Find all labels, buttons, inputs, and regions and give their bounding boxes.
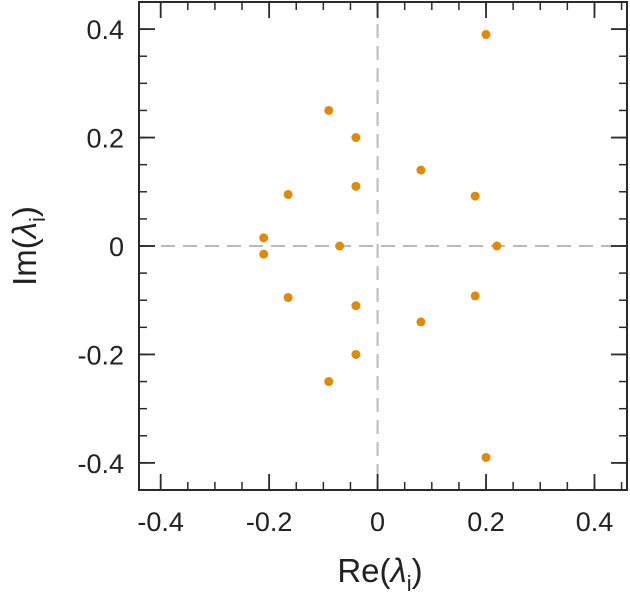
data-points xyxy=(259,30,502,462)
y-tick-label: -0.2 xyxy=(77,340,124,370)
data-point xyxy=(351,133,361,143)
data-point xyxy=(481,452,491,462)
data-point xyxy=(324,105,334,115)
data-point xyxy=(324,377,334,387)
x-axis-label-close: ) xyxy=(412,552,423,589)
data-point xyxy=(351,181,361,191)
data-point xyxy=(283,293,293,303)
data-point xyxy=(470,191,480,201)
y-tick-label: 0 xyxy=(109,232,124,262)
x-axis-label-subscript: i xyxy=(407,571,412,596)
major-ticks xyxy=(139,2,627,490)
x-tick-label: -0.4 xyxy=(137,507,184,537)
data-point xyxy=(259,233,269,243)
y-tick-label: 0.4 xyxy=(86,15,124,45)
y-tick-labels: -0.4 -0.2 0 0.2 0.4 xyxy=(77,15,124,479)
x-tick-labels: -0.4 -0.2 0 0.2 0.4 xyxy=(137,507,613,537)
data-point xyxy=(481,30,491,40)
reference-lines xyxy=(139,2,627,490)
x-axis-label-symbol: λ xyxy=(389,552,407,589)
x-tick-label: -0.2 xyxy=(246,507,293,537)
data-point xyxy=(492,241,502,251)
data-point xyxy=(351,301,361,311)
data-point xyxy=(283,189,293,199)
data-point xyxy=(470,291,480,301)
x-axis-label-main: Re( xyxy=(337,552,390,589)
y-tick-label: -0.4 xyxy=(77,449,124,479)
y-axis-label: Im(λi) xyxy=(6,206,50,286)
data-point xyxy=(259,249,269,259)
x-tick-label: 0.4 xyxy=(576,507,614,537)
x-tick-label: 0.2 xyxy=(467,507,505,537)
data-point xyxy=(416,165,426,175)
x-axis-label: Re(λi) xyxy=(337,552,422,596)
y-axis-label-close: ) xyxy=(6,206,43,217)
y-tick-label: 0.2 xyxy=(86,124,124,154)
data-point xyxy=(416,317,426,327)
data-point xyxy=(335,241,345,251)
plot-frame xyxy=(138,1,628,491)
y-axis-label-symbol: λ xyxy=(6,222,43,240)
data-point xyxy=(351,349,361,359)
y-axis-label-subscript: i xyxy=(25,217,50,222)
x-tick-label: 0 xyxy=(370,507,385,537)
y-axis-label-main: Im( xyxy=(6,238,43,286)
